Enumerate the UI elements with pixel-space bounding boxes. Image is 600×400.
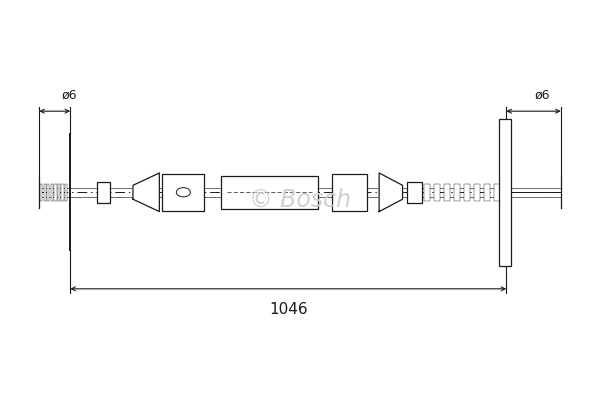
Bar [434, 184, 440, 201]
Bar [40, 184, 43, 201]
Bar [65, 184, 67, 201]
Bar [47, 184, 49, 201]
Bar [221, 176, 317, 209]
Text: ø6: ø6 [535, 88, 550, 102]
Text: ø6: ø6 [62, 88, 77, 102]
Bar [332, 174, 367, 211]
Bar [424, 184, 430, 201]
Bar [475, 184, 481, 201]
Text: © Bosch: © Bosch [249, 188, 351, 212]
Bar [499, 119, 511, 266]
Bar [55, 184, 56, 201]
Bar [58, 184, 60, 201]
Bar [162, 174, 205, 211]
Bar [484, 184, 490, 201]
Bar [61, 184, 64, 201]
Bar [51, 184, 53, 201]
Bar [494, 184, 500, 201]
Bar [97, 182, 110, 203]
Bar [407, 182, 422, 203]
Bar [44, 184, 46, 201]
Bar [464, 184, 470, 201]
Bar [444, 184, 450, 201]
Polygon shape [133, 173, 160, 212]
Polygon shape [379, 173, 403, 212]
Bar [454, 184, 460, 201]
Text: 1046: 1046 [269, 302, 308, 317]
